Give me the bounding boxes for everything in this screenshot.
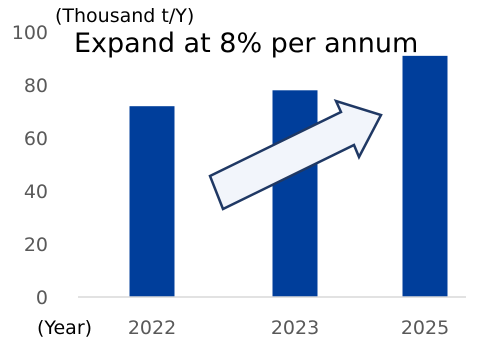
x-tick-label: 2025 (401, 317, 449, 339)
x-axis-unit-label: (Year) (37, 317, 92, 339)
x-tick-label: 2023 (271, 317, 319, 339)
x-axis-ticks: 2022 2023 2025 (128, 317, 449, 339)
bar-2022 (129, 106, 175, 297)
y-tick-label: 0 (36, 287, 48, 309)
bars (129, 55, 448, 297)
y-tick-label: 40 (24, 181, 48, 203)
y-tick-label: 60 (24, 128, 48, 150)
y-tick-label: 20 (24, 234, 48, 256)
bar-2025 (402, 55, 448, 297)
y-tick-label: 80 (24, 75, 48, 97)
growth-arrow-icon (208, 98, 383, 211)
growth-annotation: Expand at 8% per annum (74, 28, 418, 59)
bar-2023 (272, 90, 318, 297)
y-axis-unit-label: (Thousand t/Y) (55, 5, 194, 27)
x-tick-label: 2022 (128, 317, 176, 339)
y-axis-ticks: 0 20 40 60 80 100 (12, 22, 48, 309)
y-tick-label: 100 (12, 22, 48, 44)
